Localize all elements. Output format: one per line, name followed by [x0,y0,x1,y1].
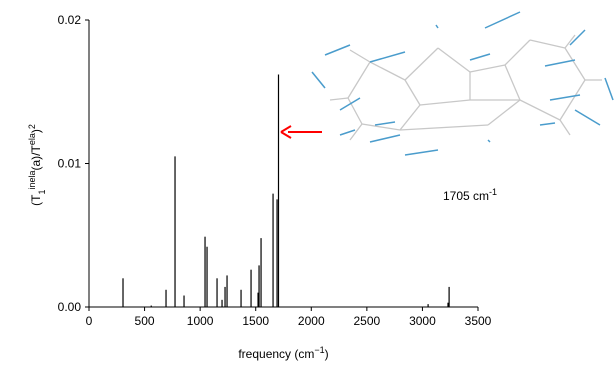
y-axis-label-part: 1 [37,190,47,195]
x-tick-label: 3000 [409,314,436,328]
x-tick-label: 2000 [298,314,325,328]
y-tick-label: 0.01 [58,157,82,171]
x-axis-label-part: ) [325,347,329,361]
annotation: 1705 cm-1 [443,187,497,203]
x-tick-label: 500 [135,314,155,328]
x-axis-label-part: frequency (cm [238,347,314,361]
molecule [330,35,602,140]
annotation-part: 1705 cm [443,189,489,203]
y-axis-label-part: (T [29,194,43,206]
x-tick-label: 2500 [354,314,381,328]
y-axis-label-part: inela [27,171,37,190]
x-tick-label: 1000 [187,314,214,328]
y-tick-label: 0.02 [58,13,82,27]
annotation-part: -1 [489,187,497,197]
y-axis-label-part: 2 [27,124,37,129]
x-tick-label: 1500 [242,314,269,328]
y-axis-label-part: ela [27,133,37,145]
x-axis-label: frequency (cm−1) [238,345,328,361]
y-tick-label: 0.00 [58,300,82,314]
x-tick-label: 3500 [465,314,492,328]
x-tick-label: 0 [86,314,93,328]
y-axis-label-part: (a)/T [29,145,43,171]
y-axis-label: (T1inela(a)/Tela)2 [27,124,47,206]
chart: 0.00 0.01 0.02 0 500 1000 1500 2000 2500 3000 3500… [0,0,615,365]
x-axis-label-part: −1 [314,345,324,355]
